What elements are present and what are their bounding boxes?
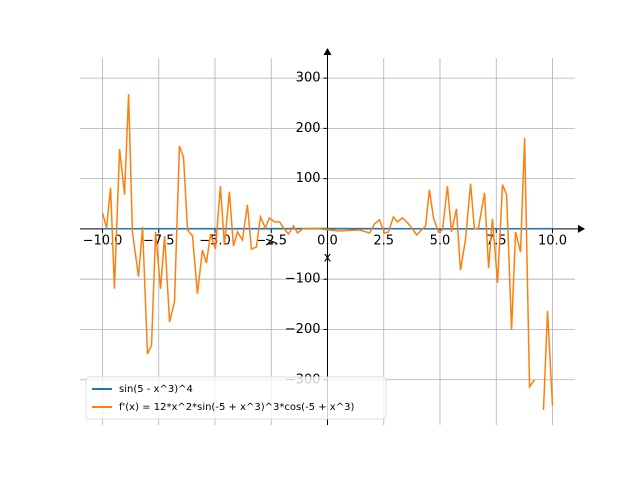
x-axis-label: x: [324, 250, 332, 265]
y-arrow: [324, 48, 332, 55]
y-tick-label: −100: [285, 272, 321, 287]
legend-label: sin(5 - x^3)^4: [119, 384, 193, 395]
y-axis-label: y: [263, 238, 278, 246]
x-tick-label: 2.5: [373, 233, 394, 248]
legend: sin(5 - x^3)^4 f'(x) = 12*x^2*sin(-5 + x^…: [86, 377, 386, 419]
x-tick-label: 10.0: [538, 233, 567, 248]
x-tick-label: −7.5: [143, 233, 175, 248]
legend-label: f'(x) = 12*x^2*sin(-5 + x^3)^3*cos(-5 + …: [119, 402, 354, 413]
y-tick-label: 200: [296, 121, 321, 136]
y-tick-label: −200: [285, 322, 321, 337]
x-tick-label: 5.0: [430, 233, 451, 248]
x-arrow: [578, 225, 585, 233]
x-tick-label: 7.5: [486, 233, 507, 248]
y-tick-label: 300: [296, 71, 321, 86]
y-tick-label: 100: [296, 171, 321, 186]
